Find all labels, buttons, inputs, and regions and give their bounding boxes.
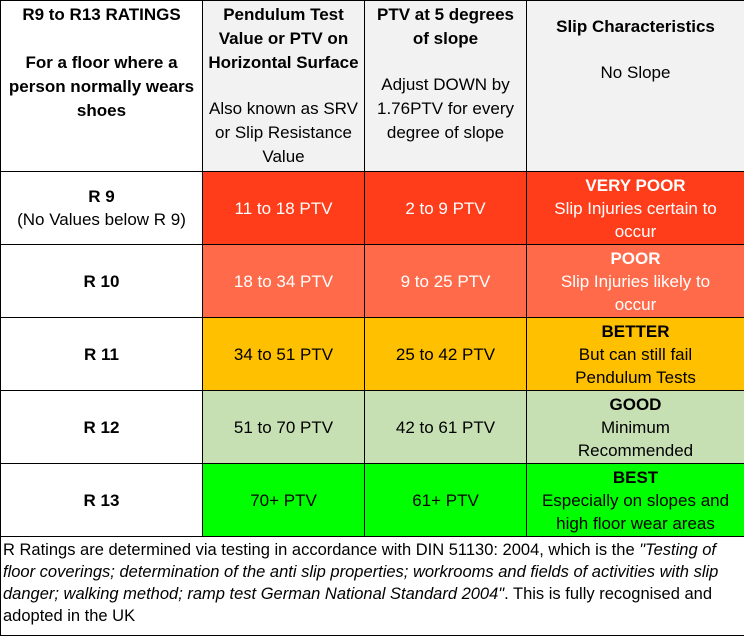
rating-cell: R 9 (No Values below R 9) [1, 172, 203, 245]
slip-cell: BETTER But can still fail Pendulum Tests [527, 318, 744, 391]
slip-desc-1: Slip Injuries certain to [529, 197, 742, 220]
grade-label: BETTER [529, 320, 742, 343]
header-pendulum-title-3: Horizontal Surface [205, 51, 362, 75]
rating-cell: R 13 [1, 464, 203, 537]
slip-cell: POOR Slip Injuries likely to occur [527, 245, 744, 318]
header-ratings-subtitle-3: shoes [3, 99, 200, 123]
header-slip: Slip Characteristics No Slope [527, 1, 744, 172]
table-row: R 13 70+ PTV 61+ PTV BEST Especially on … [1, 464, 744, 537]
rating-cell: R 10 [1, 245, 203, 318]
footer-row: R Ratings are determined via testing in … [1, 537, 744, 636]
header-ptv-slope-note-3: degree of slope [367, 121, 524, 145]
slip-desc-2: Pendulum Tests [529, 366, 742, 389]
table-row: R 9 (No Values below R 9) 11 to 18 PTV 2… [1, 172, 744, 245]
header-slip-note: No Slope [529, 61, 742, 85]
ptv-cell: 18 to 34 PTV [203, 245, 365, 318]
ptv-slope-cell: 25 to 42 PTV [365, 318, 527, 391]
rating-label: R 9 [3, 185, 200, 208]
header-pendulum-title-2: Value or PTV on [205, 27, 362, 51]
slip-desc-2: Recommended [529, 439, 742, 462]
rating-label: R 13 [3, 489, 200, 512]
ptv-slope-cell: 42 to 61 PTV [365, 391, 527, 464]
grade-label: VERY POOR [529, 174, 742, 197]
header-ratings-title: R9 to R13 RATINGS [3, 3, 200, 27]
slip-desc-1: Especially on slopes and [529, 489, 742, 512]
ptv-slope-cell: 9 to 25 PTV [365, 245, 527, 318]
header-slip-title: Slip Characteristics [529, 15, 742, 39]
table-row: R 10 18 to 34 PTV 9 to 25 PTV POOR Slip … [1, 245, 744, 318]
ptv-cell: 34 to 51 PTV [203, 318, 365, 391]
header-ptv-slope: PTV at 5 degrees of slope Adjust DOWN by… [365, 1, 527, 172]
header-pendulum: Pendulum Test Value or PTV on Horizontal… [203, 1, 365, 172]
header-pendulum-note-2: or Slip Resistance [205, 121, 362, 145]
ptv-slope-cell: 2 to 9 PTV [365, 172, 527, 245]
rating-label: R 12 [3, 416, 200, 439]
grade-label: GOOD [529, 393, 742, 416]
slip-desc-1: Minimum [529, 416, 742, 439]
rating-cell: R 12 [1, 391, 203, 464]
slip-desc-2: high floor wear areas [529, 512, 742, 535]
rating-note: (No Values below R 9) [3, 208, 200, 231]
header-ratings-subtitle-2: person normally wears [3, 75, 200, 99]
slip-cell: GOOD Minimum Recommended [527, 391, 744, 464]
ptv-slope-cell: 61+ PTV [365, 464, 527, 537]
header-ratings: R9 to R13 RATINGS For a floor where a pe… [1, 1, 203, 172]
header-ptv-slope-title-2: of slope [367, 27, 524, 51]
header-ptv-slope-title-1: PTV at 5 degrees [367, 3, 524, 27]
slip-cell: VERY POOR Slip Injuries certain to occur [527, 172, 744, 245]
ptv-cell: 51 to 70 PTV [203, 391, 365, 464]
header-row: R9 to R13 RATINGS For a floor where a pe… [1, 1, 744, 172]
rating-label: R 10 [3, 270, 200, 293]
table-row: R 12 51 to 70 PTV 42 to 61 PTV GOOD Mini… [1, 391, 744, 464]
ptv-cell: 70+ PTV [203, 464, 365, 537]
slip-cell: BEST Especially on slopes and high floor… [527, 464, 744, 537]
grade-label: POOR [529, 247, 742, 270]
header-ptv-slope-note-2: 1.76PTV for every [367, 97, 524, 121]
rating-cell: R 11 [1, 318, 203, 391]
slip-desc-1: But can still fail [529, 343, 742, 366]
table-row: R 11 34 to 51 PTV 25 to 42 PTV BETTER Bu… [1, 318, 744, 391]
slip-desc-2: occur [529, 293, 742, 316]
ptv-cell: 11 to 18 PTV [203, 172, 365, 245]
header-ratings-subtitle-1: For a floor where a [3, 51, 200, 75]
grade-label: BEST [529, 466, 742, 489]
header-pendulum-title-1: Pendulum Test [205, 3, 362, 27]
rating-label: R 11 [3, 343, 200, 366]
header-pendulum-note-1: Also known as SRV [205, 97, 362, 121]
slip-desc-2: occur [529, 220, 742, 243]
slip-desc-1: Slip Injuries likely to [529, 270, 742, 293]
header-ptv-slope-note-1: Adjust DOWN by [367, 73, 524, 97]
header-pendulum-note-3: Value [205, 145, 362, 169]
footer-lead: R Ratings are determined via testing in … [3, 541, 639, 559]
footer-note: R Ratings are determined via testing in … [1, 537, 744, 636]
